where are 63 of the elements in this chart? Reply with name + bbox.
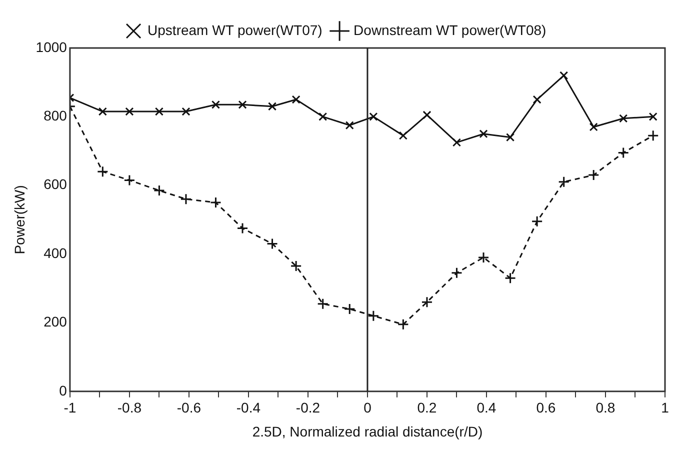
point: [504, 272, 516, 284]
point: [369, 112, 378, 121]
legend-label: Downstream WT power(WT08): [354, 22, 546, 38]
point: [532, 95, 542, 104]
point: [318, 112, 328, 121]
x-tick-label: 0.6: [536, 400, 556, 416]
x-tick-label: 1: [661, 400, 670, 416]
point: [180, 193, 192, 205]
point: [98, 107, 107, 116]
point: [479, 130, 488, 138]
x-tick-label: -0.4: [236, 400, 261, 416]
x-tick-label: -0.8: [117, 400, 142, 416]
point: [648, 112, 658, 121]
point: [506, 133, 515, 142]
point: [211, 100, 220, 109]
x-tick-label: 0.8: [596, 400, 616, 416]
point: [422, 110, 432, 120]
y-tick-label: 200: [44, 314, 68, 330]
point: [125, 107, 134, 116]
point: [647, 130, 659, 142]
point: [588, 169, 600, 181]
point: [531, 216, 543, 228]
x-tick-label: 0: [364, 400, 372, 416]
point: [619, 114, 628, 123]
x-tick-label: 0.2: [417, 400, 437, 416]
point: [290, 260, 302, 272]
point: [450, 267, 462, 279]
x-tick-label: -0.2: [296, 400, 320, 416]
x-tick-label: -0.6: [176, 400, 202, 416]
y-tick-label: 600: [44, 176, 68, 192]
y-tick-label: 400: [44, 244, 68, 261]
y-axis-title: Power(kW): [11, 185, 28, 254]
point: [268, 102, 277, 111]
point: [452, 138, 462, 147]
point: [558, 176, 570, 188]
point: [96, 166, 108, 178]
point: [124, 174, 136, 186]
point: [397, 318, 409, 330]
point: [398, 131, 408, 140]
point: [317, 298, 329, 310]
point: [182, 107, 190, 116]
x-tick-label: 0.4: [476, 400, 496, 416]
point: [345, 120, 354, 130]
point: [589, 122, 598, 132]
point: [238, 100, 247, 109]
point: [292, 95, 300, 104]
point: [154, 107, 164, 116]
point: [344, 303, 356, 315]
point: [421, 296, 433, 308]
y-tick-label: 1000: [36, 38, 68, 55]
point: [560, 71, 568, 80]
point: [478, 252, 490, 264]
point: [153, 184, 165, 196]
legend-label: Upstream WT power(WT07): [148, 22, 322, 38]
x-axis-title: 2.5D, Normalized radial distance(r/D): [252, 423, 483, 440]
point: [266, 238, 278, 250]
point: [368, 310, 380, 322]
y-tick-label: 0: [59, 382, 68, 398]
point: [618, 146, 630, 158]
point: [210, 196, 222, 208]
point: [236, 222, 248, 234]
y-tick-label: 800: [44, 108, 68, 124]
x-tick-label: -1: [64, 400, 76, 416]
